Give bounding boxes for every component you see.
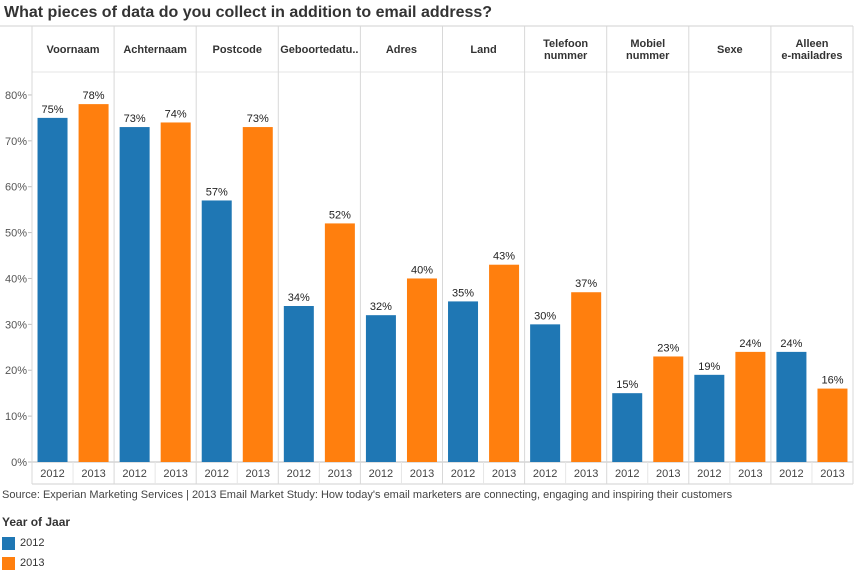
bar — [735, 351, 766, 462]
x-tick-label: 2013 — [163, 468, 187, 480]
data-label: 24% — [739, 338, 761, 350]
data-label: 74% — [165, 108, 187, 120]
bar — [571, 292, 602, 462]
x-tick-label: 2012 — [40, 468, 64, 480]
y-tick-label: 40% — [5, 273, 27, 285]
data-label: 37% — [575, 278, 597, 290]
legend-swatch-2012 — [2, 536, 15, 550]
x-tick-label: 2013 — [246, 468, 270, 480]
category-header: Voornaam — [47, 44, 100, 56]
data-label: 57% — [206, 186, 228, 198]
category-header: Alleen — [795, 38, 828, 50]
bar — [160, 122, 191, 463]
x-tick-label: 2013 — [738, 468, 762, 480]
data-label: 73% — [124, 113, 146, 125]
data-label: 16% — [821, 375, 843, 387]
bar — [324, 223, 355, 462]
bar — [283, 306, 314, 462]
data-label: 75% — [42, 104, 64, 116]
category-header: Land — [470, 44, 496, 56]
legend-swatch-2013 — [2, 556, 15, 570]
x-tick-label: 2013 — [410, 468, 434, 480]
data-label: 30% — [534, 310, 556, 322]
x-tick-label: 2013 — [656, 468, 680, 480]
y-tick-label: 10% — [5, 411, 27, 423]
data-label: 78% — [83, 90, 105, 102]
legend: Year of Jaar 2012 2013 — [2, 515, 70, 573]
category-header: Postcode — [212, 44, 262, 56]
category-header: Mobiel — [630, 38, 665, 50]
data-label: 24% — [780, 338, 802, 350]
bar — [242, 127, 273, 462]
y-tick-label: 0% — [11, 457, 27, 469]
x-tick-label: 2013 — [81, 468, 105, 480]
x-tick-label: 2012 — [697, 468, 721, 480]
bar — [37, 117, 68, 462]
bar — [817, 388, 848, 462]
x-tick-label: 2012 — [122, 468, 146, 480]
bar — [365, 315, 396, 462]
category-header: Achternaam — [123, 44, 187, 56]
source-note: Source: Experian Marketing Services | 20… — [2, 489, 733, 501]
data-label: 35% — [452, 287, 474, 299]
data-label: 73% — [247, 113, 269, 125]
bar — [612, 393, 643, 462]
bar — [119, 127, 150, 462]
x-tick-label: 2012 — [204, 468, 228, 480]
category-header: nummer — [544, 50, 588, 62]
x-tick-label: 2013 — [328, 468, 352, 480]
category-header: Adres — [386, 44, 417, 56]
bar — [78, 104, 109, 462]
bar — [201, 200, 232, 462]
bar — [530, 324, 561, 462]
x-tick-label: 2012 — [287, 468, 311, 480]
bar — [694, 374, 725, 462]
data-label: 43% — [493, 251, 515, 263]
data-label: 19% — [698, 361, 720, 373]
data-label: 15% — [616, 379, 638, 391]
data-label: 34% — [288, 292, 310, 304]
category-header: e-mailadres — [781, 50, 842, 62]
x-tick-label: 2013 — [820, 468, 844, 480]
legend-title: Year of Jaar — [2, 515, 71, 529]
x-tick-label: 2012 — [533, 468, 557, 480]
data-label: 32% — [370, 301, 392, 313]
bar — [489, 264, 520, 462]
category-header: Geboortedatu.. — [280, 44, 358, 56]
legend-item-2013[interactable]: 2013 — [2, 553, 70, 573]
data-label: 23% — [657, 342, 679, 354]
bar — [776, 351, 807, 462]
legend-label-2013: 2013 — [20, 557, 45, 569]
bar-chart: 0% 10% 20% 30% 40% 50% 60% 70% 80% Voornaam 75% 201… — [0, 25, 854, 485]
category-header: nummer — [626, 50, 670, 62]
x-tick-label: 2012 — [779, 468, 803, 480]
legend-item-2012[interactable]: 2012 — [2, 533, 70, 553]
bar — [406, 278, 437, 462]
x-tick-label: 2013 — [574, 468, 598, 480]
x-tick-label: 2012 — [369, 468, 393, 480]
bar — [448, 301, 479, 462]
x-tick-label: 2012 — [451, 468, 475, 480]
x-tick-label: 2012 — [615, 468, 639, 480]
legend-label-2012: 2012 — [20, 537, 45, 549]
y-tick-label: 30% — [5, 319, 27, 331]
bar — [653, 356, 684, 462]
chart-title: What pieces of data do you collect in ad… — [4, 4, 493, 21]
category-header: Sexe — [717, 44, 743, 56]
y-tick-label: 60% — [5, 182, 27, 194]
y-tick-label: 80% — [5, 90, 27, 102]
y-tick-label: 70% — [5, 136, 27, 148]
data-label: 40% — [411, 264, 433, 276]
y-tick-label: 20% — [5, 365, 27, 377]
y-tick-label: 50% — [5, 228, 27, 240]
category-header: Telefoon — [543, 38, 588, 50]
x-tick-label: 2013 — [492, 468, 516, 480]
data-label: 52% — [329, 209, 351, 221]
